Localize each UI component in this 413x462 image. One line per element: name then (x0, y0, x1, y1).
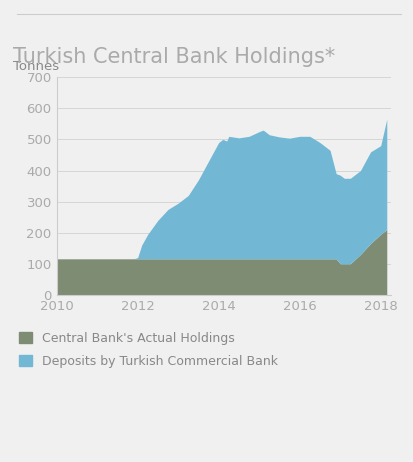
Text: Turkish Central Bank Holdings*: Turkish Central Bank Holdings* (13, 47, 335, 67)
Legend: Central Bank's Actual Holdings, Deposits by Turkish Commercial Bank: Central Bank's Actual Holdings, Deposits… (19, 332, 278, 368)
Text: Tonnes: Tonnes (13, 60, 59, 73)
